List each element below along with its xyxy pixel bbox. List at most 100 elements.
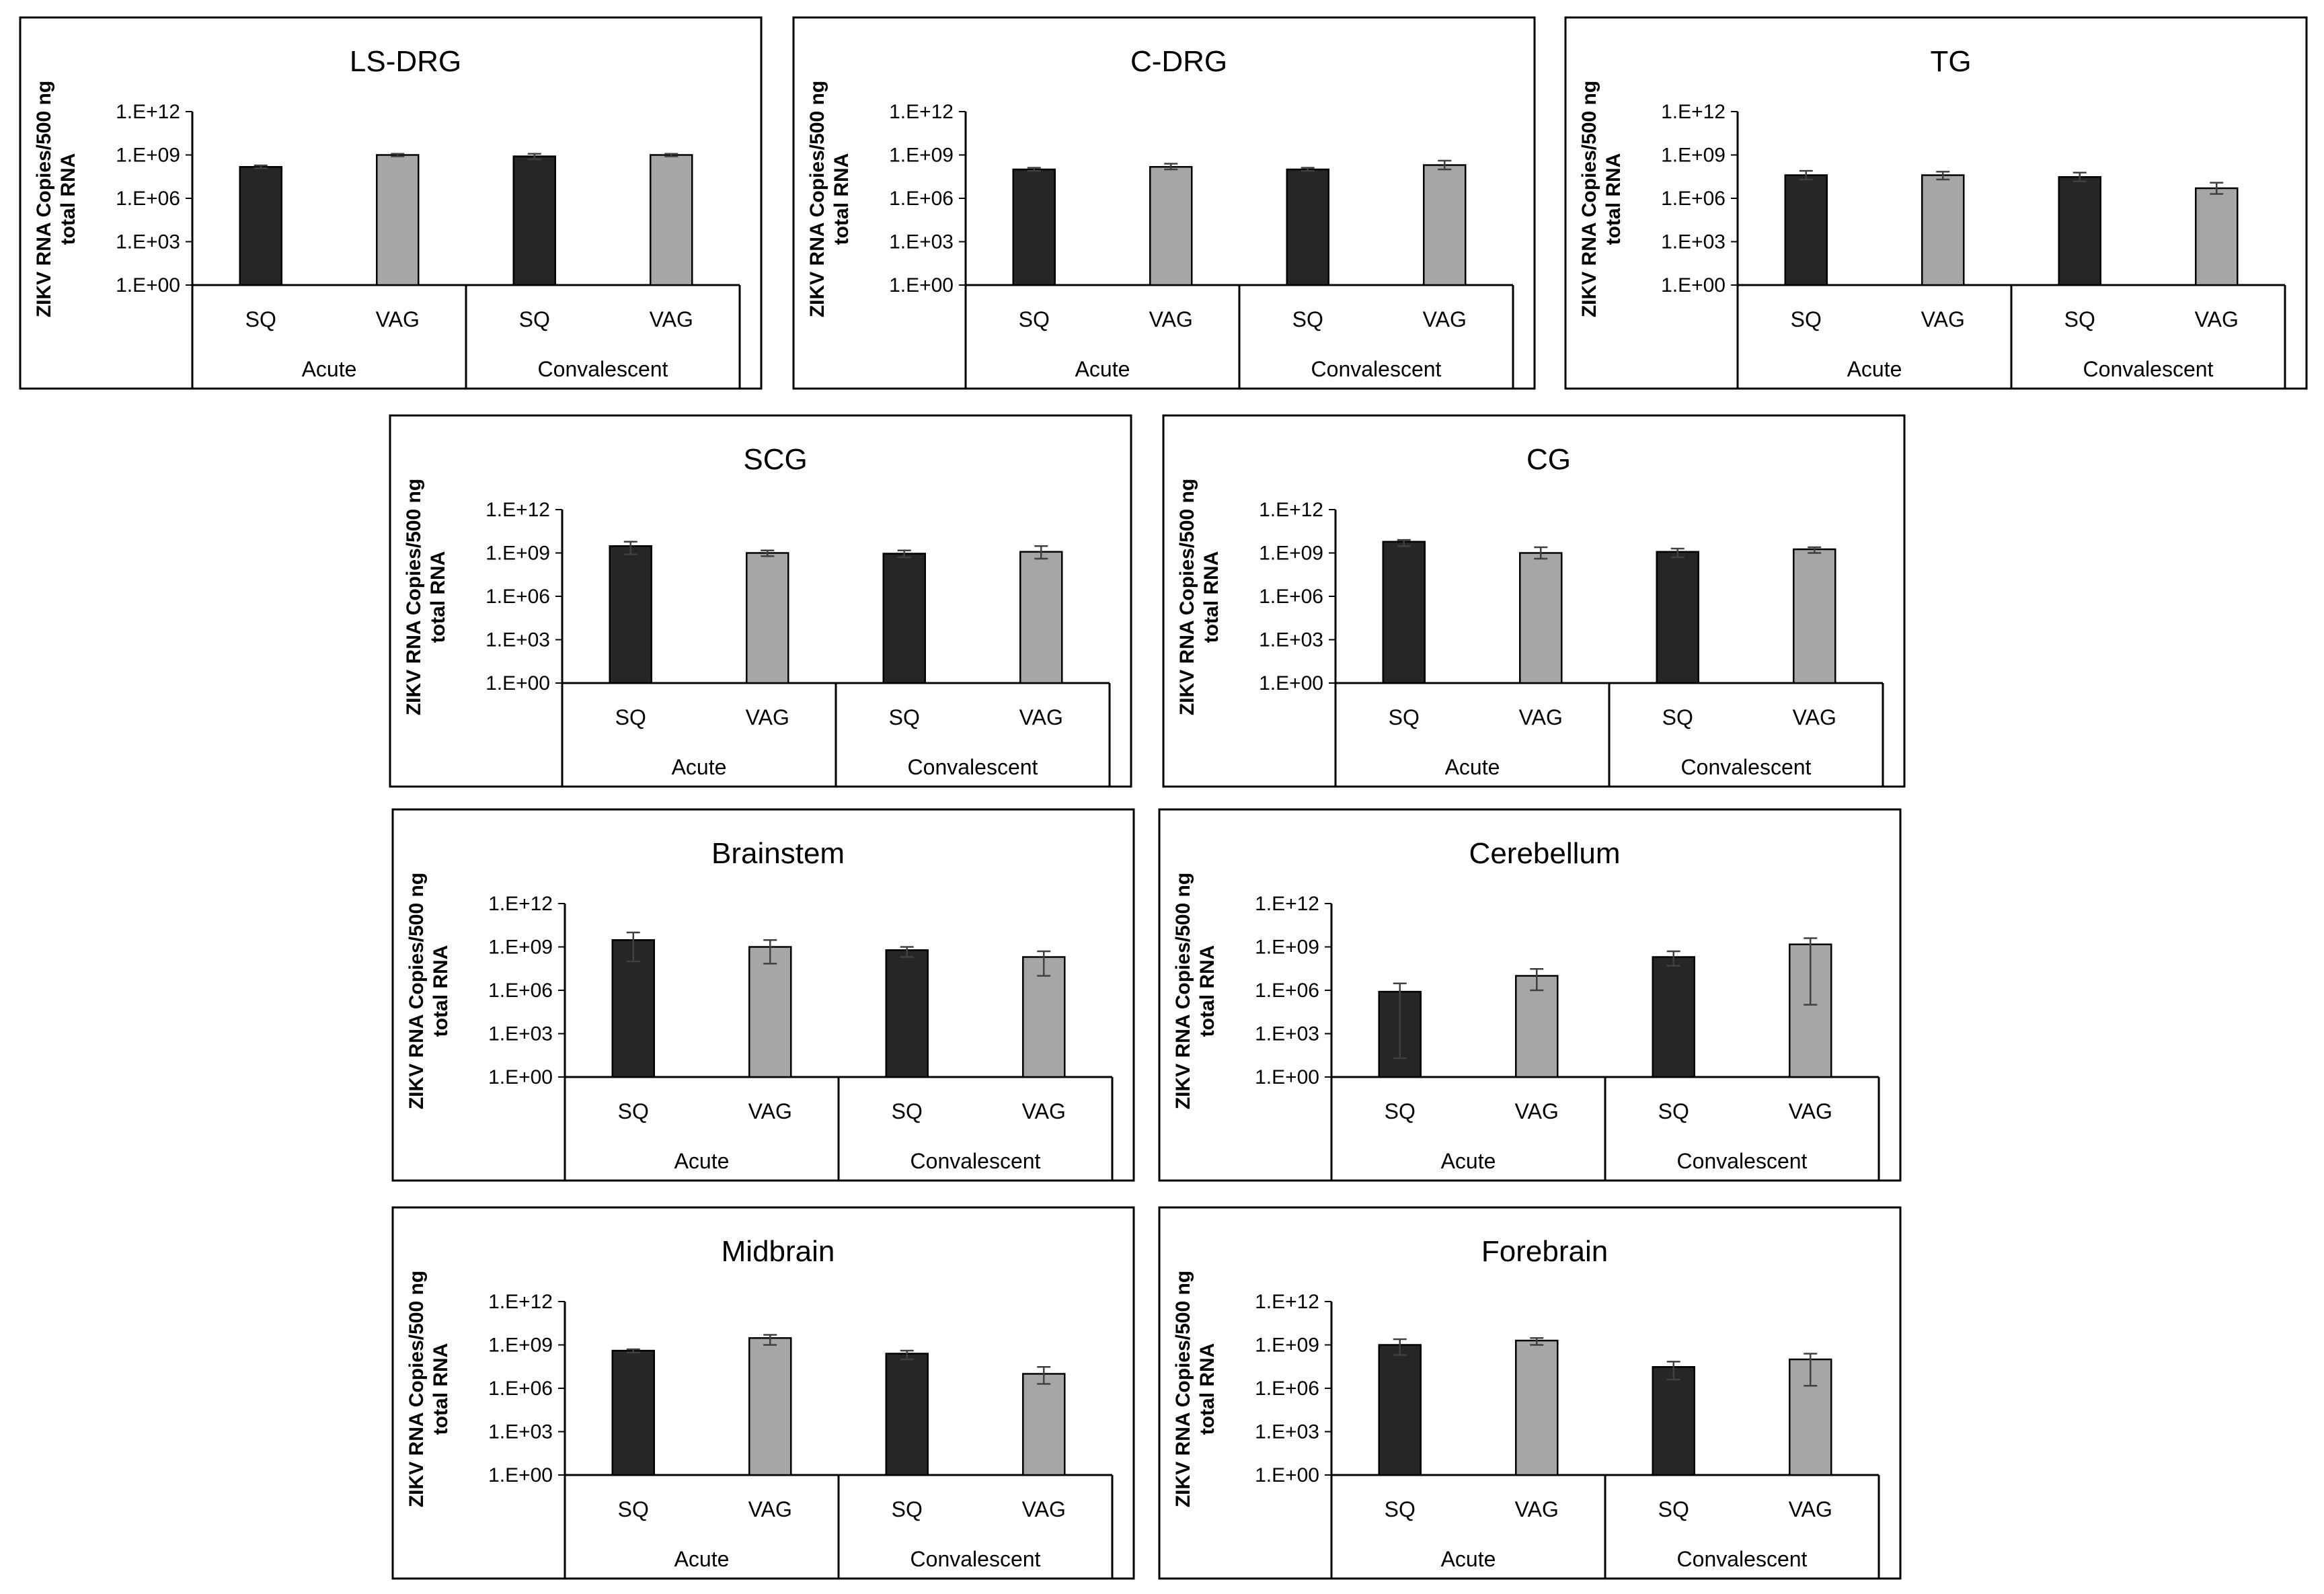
- bar-vag-acute: [748, 946, 792, 1078]
- bar-vag-acute: [1921, 174, 1965, 286]
- bar-vag-acute: [376, 154, 420, 286]
- error-bar: [254, 164, 268, 169]
- y-axis-label: total RNA: [427, 551, 449, 643]
- panel-scg: SCG ZIKV RNA Copies/500 ng total RNA 1.E+00…: [389, 414, 1132, 788]
- y-tick-label: 1.E+06: [1661, 188, 1726, 210]
- error-bar: [1670, 547, 1684, 559]
- error-bar: [2210, 182, 2224, 195]
- error-bar: [763, 1334, 777, 1346]
- x-group-label: Acute: [674, 1149, 730, 1173]
- y-axis-label: total RNA: [1196, 945, 1218, 1037]
- y-tick-label: 1.E+03: [1259, 629, 1323, 651]
- x-group-label: Acute: [1441, 1149, 1496, 1173]
- bar-vag-acute: [746, 552, 789, 684]
- x-category-label: VAG: [748, 1099, 792, 1123]
- x-category-label: VAG: [1515, 1497, 1559, 1521]
- x-category-label: VAG: [376, 307, 420, 331]
- error-bar: [1397, 539, 1411, 547]
- y-tick-label: 1.E+06: [1259, 586, 1323, 608]
- x-category-label: VAG: [1019, 705, 1063, 729]
- x-group-label: Convalescent: [2083, 357, 2214, 381]
- bar-vag-convalescent: [1793, 548, 1836, 684]
- y-tick-label: 1.E+12: [486, 499, 550, 521]
- x-category-label: VAG: [746, 705, 789, 729]
- y-tick-label: 1.E+03: [488, 1023, 553, 1045]
- bar-vag-convalescent: [650, 154, 693, 286]
- y-tick-label: 1.E+12: [1255, 893, 1319, 915]
- y-axis-label: ZIKV RNA Copies/500 ng: [1172, 873, 1194, 1109]
- y-axis-label: total RNA: [1200, 551, 1223, 643]
- y-tick-label: 1.E+00: [1259, 672, 1323, 694]
- y-tick-label: 1.E+06: [488, 1378, 553, 1400]
- x-group-label: Convalescent: [908, 755, 1038, 779]
- y-axis-label: total RNA: [57, 153, 79, 245]
- panel-cg: CG ZIKV RNA Copies/500 ng total RNA 1.E+00 1…: [1162, 414, 1906, 788]
- x-category-label: SQ: [1791, 307, 1822, 331]
- error-bar: [1027, 167, 1041, 172]
- chart-title: CG: [1526, 443, 1571, 476]
- x-category-label: VAG: [1519, 705, 1563, 729]
- y-tick-label: 1.E+03: [488, 1421, 553, 1443]
- error-bar: [626, 1348, 640, 1353]
- error-bar: [1804, 1353, 1818, 1387]
- error-bar: [1393, 982, 1407, 1060]
- error-bar: [664, 153, 679, 157]
- y-axis-label: ZIKV RNA Copies/500 ng: [403, 479, 425, 715]
- error-bar: [1301, 167, 1315, 172]
- y-axis-label: total RNA: [1602, 153, 1625, 245]
- error-bar: [1808, 546, 1822, 554]
- bar-sq-convalescent: [1652, 1365, 1695, 1476]
- bar-vag-acute: [1515, 1339, 1559, 1476]
- x-category-label: SQ: [892, 1099, 923, 1123]
- bar-sq-acute: [611, 1349, 655, 1476]
- y-tick-label: 1.E+03: [889, 231, 954, 253]
- error-bar: [1438, 159, 1452, 171]
- y-axis-label: total RNA: [1196, 1343, 1218, 1435]
- y-tick-label: 1.E+06: [486, 586, 550, 608]
- y-tick-label: 1.E+12: [1255, 1291, 1319, 1313]
- x-group-label: Convalescent: [1311, 357, 1442, 381]
- y-axis-label: total RNA: [430, 945, 452, 1037]
- error-bar: [1164, 163, 1178, 171]
- y-tick-label: 1.E+12: [116, 101, 180, 123]
- x-category-label: SQ: [519, 307, 550, 331]
- bar-vag-acute: [1515, 975, 1559, 1078]
- y-axis-label: total RNA: [430, 1343, 452, 1435]
- error-bar: [897, 549, 911, 559]
- x-category-label: SQ: [1662, 705, 1693, 729]
- error-bar: [1530, 967, 1544, 992]
- x-category-label: VAG: [1921, 307, 1965, 331]
- panel-c-drg: C-DRG ZIKV RNA Copies/500 ng total RNA 1.E+…: [792, 16, 1536, 390]
- error-bar: [1034, 545, 1048, 560]
- chart-title: Cerebellum: [1469, 837, 1621, 870]
- x-category-label: VAG: [748, 1497, 792, 1521]
- x-category-label: SQ: [1019, 307, 1050, 331]
- y-tick-label: 1.E+09: [1259, 543, 1323, 565]
- x-group-label: Acute: [302, 357, 357, 381]
- x-category-label: VAG: [1515, 1099, 1559, 1123]
- x-group-label: Acute: [674, 1547, 730, 1571]
- y-tick-label: 1.E+03: [486, 629, 550, 651]
- panel-tg: TG ZIKV RNA Copies/500 ng total RNA 1.E+00 1…: [1564, 16, 2308, 390]
- panel-midbrain: Midbrain ZIKV RNA Copies/500 ng total RNA 1…: [391, 1206, 1135, 1580]
- y-tick-label: 1.E+00: [1255, 1464, 1319, 1486]
- x-group-label: Convalescent: [1681, 755, 1812, 779]
- x-category-label: SQ: [615, 705, 646, 729]
- y-tick-label: 1.E+00: [116, 274, 180, 296]
- bar-sq-convalescent: [512, 155, 556, 286]
- bar-sq-acute: [1784, 174, 1828, 286]
- x-category-label: SQ: [1385, 1497, 1416, 1521]
- y-axis-label: ZIKV RNA Copies/500 ng: [405, 1271, 428, 1507]
- error-bar: [1936, 171, 1950, 181]
- x-category-label: VAG: [2195, 307, 2239, 331]
- x-category-label: SQ: [1658, 1497, 1689, 1521]
- y-tick-label: 1.E+12: [1661, 101, 1726, 123]
- error-bar: [763, 939, 777, 965]
- x-category-label: SQ: [618, 1099, 649, 1123]
- bar-sq-acute: [609, 545, 652, 684]
- bar-vag-acute: [748, 1337, 792, 1476]
- y-tick-label: 1.E+12: [488, 1291, 553, 1313]
- x-group-label: Convalescent: [911, 1547, 1041, 1571]
- chart-title: Brainstem: [711, 837, 845, 870]
